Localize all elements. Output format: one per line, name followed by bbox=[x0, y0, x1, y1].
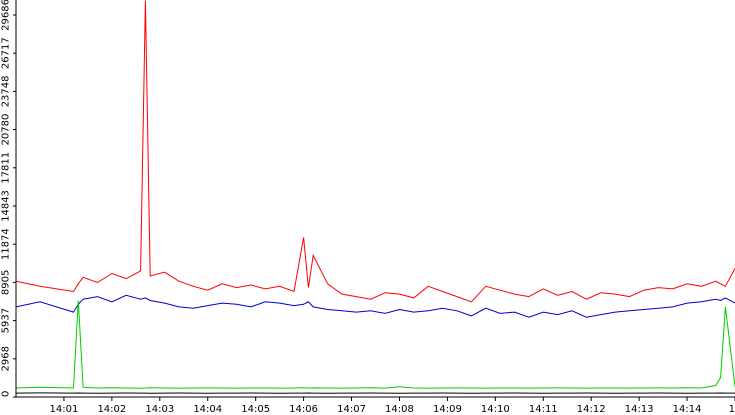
y-tick-label: 17811 bbox=[0, 152, 11, 184]
y-tick-label: 26717 bbox=[0, 37, 11, 69]
x-tick-label: 14:14 bbox=[673, 404, 702, 415]
y-tick-label: 14843 bbox=[0, 190, 11, 222]
x-tick-label: 14:03 bbox=[145, 404, 174, 415]
x-tick-label: 14 bbox=[729, 404, 735, 415]
x-tick-label: 14:05 bbox=[241, 404, 270, 415]
x-tick-label: 14:13 bbox=[625, 404, 654, 415]
y-tick-label: 11874 bbox=[0, 228, 11, 260]
x-tick-label: 14:01 bbox=[50, 404, 79, 415]
y-tick-label: 5937 bbox=[0, 308, 11, 333]
x-tick-label: 14:09 bbox=[433, 404, 462, 415]
x-tick-label: 14:04 bbox=[193, 404, 222, 415]
x-tick-label: 14:10 bbox=[481, 404, 510, 415]
x-tick-label: 14:02 bbox=[97, 404, 126, 415]
plot-area bbox=[16, 0, 735, 394]
series-line bbox=[16, 300, 735, 389]
y-tick-label: 29686 bbox=[0, 0, 11, 31]
series-line bbox=[16, 0, 735, 303]
y-tick-label: 20780 bbox=[0, 114, 11, 146]
x-tick-label: 14:07 bbox=[337, 404, 366, 415]
x-tick-label: 14:12 bbox=[577, 404, 606, 415]
x-tick-label: 14:11 bbox=[529, 404, 558, 415]
x-tick-label: 14:06 bbox=[289, 404, 318, 415]
y-tick-label: 0 bbox=[0, 391, 11, 397]
y-tick-label: 8905 bbox=[0, 270, 11, 295]
series-line bbox=[16, 294, 735, 318]
x-tick-label: 14:08 bbox=[385, 404, 414, 415]
y-tick-label: 23748 bbox=[0, 75, 11, 107]
y-tick-label: 2968 bbox=[0, 346, 11, 371]
